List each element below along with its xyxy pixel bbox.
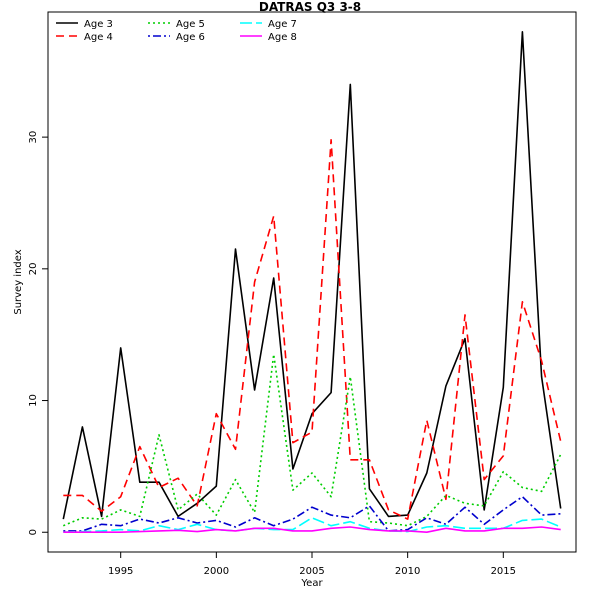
legend-label: Age 8 — [268, 32, 297, 43]
series-line-age-3 — [62, 30, 562, 520]
series-line-age-6 — [63, 495, 561, 532]
plot-frame — [47, 11, 577, 553]
legend: Age 3 Age 4 Age 5 Age 6 Age 7 Age 8 — [56, 19, 297, 43]
series-layer — [62, 30, 562, 534]
x-axis: 1995 2000 2005 2010 2015 — [108, 552, 516, 577]
legend-label: Age 6 — [176, 32, 205, 43]
y-axis: 0 10 20 30 — [28, 131, 48, 535]
y-tick-label: 20 — [28, 262, 39, 275]
y-tick-label: 0 — [28, 529, 39, 535]
series-line-age-8 — [63, 526, 561, 534]
x-tick-label: 2000 — [204, 566, 229, 577]
x-tick-label: 2010 — [395, 566, 420, 577]
x-axis-title: Year — [300, 578, 323, 589]
legend-label: Age 7 — [268, 19, 297, 30]
series-line-age-7 — [63, 516, 562, 533]
chart-title: DATRAS Q3 3-8 — [259, 0, 361, 14]
legend-label: Age 5 — [176, 19, 205, 30]
y-tick-label: 10 — [28, 394, 39, 407]
x-tick-label: 2005 — [299, 566, 324, 577]
x-tick-label: 2015 — [491, 566, 516, 577]
legend-label: Age 3 — [84, 19, 113, 30]
legend-label: Age 4 — [84, 32, 113, 43]
series-line-age-5 — [62, 353, 562, 527]
x-tick-label: 1995 — [108, 566, 133, 577]
y-axis-title: Survey index — [13, 249, 24, 314]
y-tick-label: 30 — [28, 131, 39, 144]
series-line-age-4 — [63, 139, 562, 520]
